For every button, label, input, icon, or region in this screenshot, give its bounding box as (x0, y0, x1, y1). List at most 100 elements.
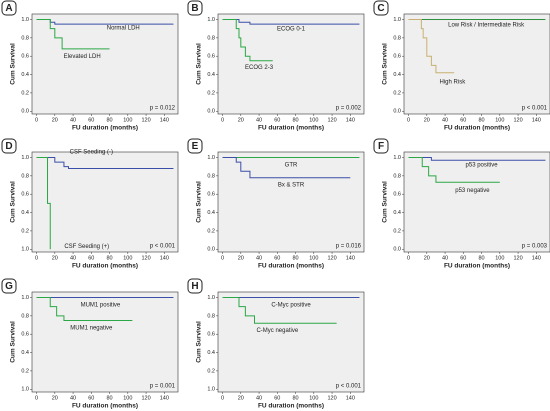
legend-label: ECOG 0-1 (277, 26, 306, 32)
panel-label-box (187, 0, 203, 16)
panel-label: G (5, 281, 13, 292)
p-value: p = 0.001 (150, 384, 176, 390)
plot-area (217, 13, 365, 115)
legend-label: GTR (285, 162, 298, 168)
survival-curve (222, 19, 273, 62)
panel-label-box (373, 0, 389, 16)
legend-label: p53 positive (466, 162, 499, 168)
y-tick-label: 1.0 (21, 247, 29, 253)
y-tick-label: 0.2 (21, 368, 29, 374)
survival-curve (36, 19, 110, 50)
y-tick-label: 0.8 (207, 173, 215, 179)
plot-area (31, 151, 179, 253)
x-tick-label: 100 (309, 117, 318, 123)
y-tick-label: 0.0 (393, 109, 401, 115)
x-tick-label: 20 (238, 255, 244, 261)
y-tick-label: 1.0 (207, 387, 215, 393)
x-tick-label: 0 (407, 255, 410, 261)
x-tick-label: 60 (88, 395, 94, 401)
y-tick-label: 0.6 (21, 332, 29, 338)
panel-label-box (187, 138, 203, 154)
x-axis-label: FU duration (months) (72, 125, 138, 132)
x-tick-label: 140 (160, 117, 169, 123)
x-tick-label: 120 (327, 255, 336, 261)
x-tick-label: 0 (35, 117, 38, 123)
x-tick-label: 40 (256, 395, 262, 401)
p-value: p = 0.003 (522, 244, 548, 250)
y-tick-label: 0.2 (207, 90, 215, 96)
x-tick-label: 100 (495, 117, 504, 123)
y-tick-label: 1.0 (21, 17, 29, 23)
x-tick-label: 60 (88, 255, 94, 261)
p-value: p < 0.001 (336, 384, 362, 390)
x-tick-label: 40 (70, 255, 76, 261)
y-tick-label: 0.8 (393, 173, 401, 179)
y-tick-label: 1.0 (21, 295, 29, 301)
panel-label-box (373, 138, 389, 154)
x-tick-label: 120 (141, 395, 150, 401)
y-tick-label: 0.6 (393, 192, 401, 198)
y-tick-label: 0.8 (21, 35, 29, 41)
y-tick-label: 0.8 (207, 313, 215, 319)
x-tick-label: 100 (123, 395, 132, 401)
y-axis-label: Cum Survival (10, 43, 17, 85)
y-axis-label: Cum Survival (10, 181, 17, 223)
x-tick-label: 80 (479, 255, 485, 261)
y-tick-label: 0.8 (21, 173, 29, 179)
panel-label-box (1, 0, 17, 16)
x-tick-label: 0 (221, 117, 224, 123)
x-tick-label: 60 (274, 117, 280, 123)
x-tick-label: 0 (35, 395, 38, 401)
x-tick-label: 140 (532, 255, 541, 261)
x-tick-label: 120 (327, 395, 336, 401)
x-axis-label: FU duration (months) (72, 403, 138, 410)
y-tick-label: 0.4 (21, 210, 29, 216)
y-tick-label: 0.6 (21, 192, 29, 198)
x-tick-label: 60 (460, 255, 466, 261)
p-value: p = 0.012 (150, 106, 176, 112)
y-tick-label: 0.8 (393, 35, 401, 41)
y-tick-label: 0.6 (207, 192, 215, 198)
panel-label-box (1, 278, 17, 294)
legend-label: Elevated LDH (64, 54, 101, 60)
x-tick-label: 140 (532, 117, 541, 123)
y-axis-label: Cum Survival (382, 43, 389, 85)
panel-label: B (191, 3, 198, 14)
x-tick-label: 80 (107, 117, 113, 123)
x-tick-label: 60 (88, 117, 94, 123)
x-tick-label: 20 (238, 117, 244, 123)
y-tick-label: 0.6 (21, 54, 29, 60)
x-tick-label: 140 (346, 117, 355, 123)
x-tick-label: 0 (407, 117, 410, 123)
x-tick-label: 80 (293, 255, 299, 261)
plot-area (217, 291, 365, 393)
y-tick-label: 0.2 (207, 368, 215, 374)
x-tick-label: 60 (274, 395, 280, 401)
x-tick-label: 80 (293, 117, 299, 123)
survival-curve (36, 157, 174, 170)
y-tick-label: 0.2 (21, 90, 29, 96)
x-tick-label: 100 (123, 255, 132, 261)
y-tick-label: 1.0 (207, 17, 215, 23)
legend-label: Normal LDH (107, 25, 140, 31)
legend-label: MUM1 negative (70, 325, 113, 331)
y-tick-label: 1.0 (207, 295, 215, 301)
y-tick-label: 1.0 (393, 155, 401, 161)
y-tick-label: 0.4 (207, 210, 215, 216)
x-tick-label: 120 (513, 117, 522, 123)
x-tick-label: 20 (238, 395, 244, 401)
y-tick-label: 0.6 (207, 332, 215, 338)
x-axis-label: FU duration (months) (72, 263, 138, 270)
y-tick-label: 0.4 (21, 72, 29, 78)
y-tick-label: 0.4 (207, 72, 215, 78)
p-value: p < 0.001 (150, 244, 176, 250)
x-tick-label: 80 (107, 255, 113, 261)
panel-label: A (5, 3, 12, 14)
plot-area (217, 151, 365, 253)
y-tick-label: 1.0 (207, 155, 215, 161)
x-tick-label: 80 (479, 117, 485, 123)
y-axis-label: Cum Survival (10, 321, 17, 363)
survival-curve (36, 297, 133, 321)
y-tick-label: 0.4 (207, 350, 215, 356)
survival-curve (222, 297, 337, 324)
